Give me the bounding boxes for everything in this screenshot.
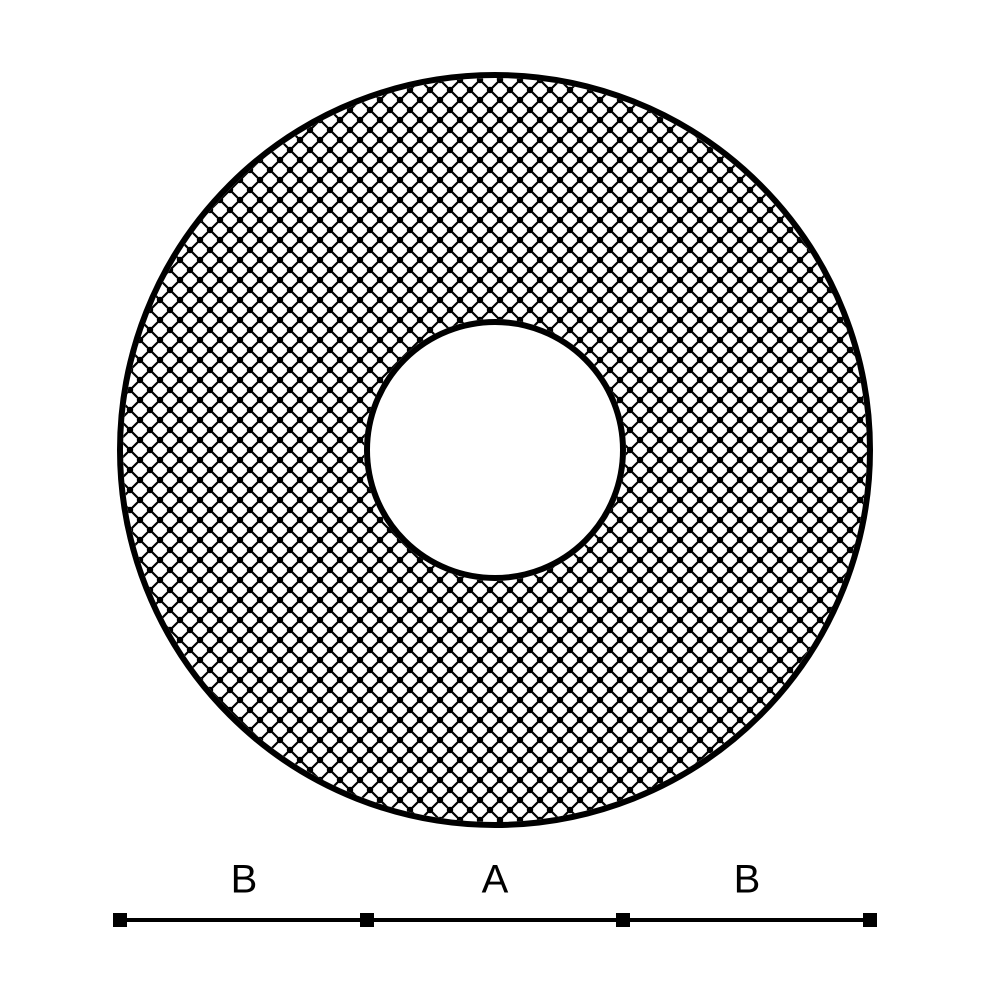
dimension-line	[113, 913, 877, 927]
hatched-annulus	[120, 75, 870, 825]
dimension-label-a: A	[482, 858, 509, 903]
annulus-diagram-svg	[0, 0, 1000, 1000]
dimension-label-b-right: B	[734, 858, 761, 903]
dimension-label-b-left: B	[231, 858, 258, 903]
diagram-canvas: B A B	[0, 0, 1000, 1000]
